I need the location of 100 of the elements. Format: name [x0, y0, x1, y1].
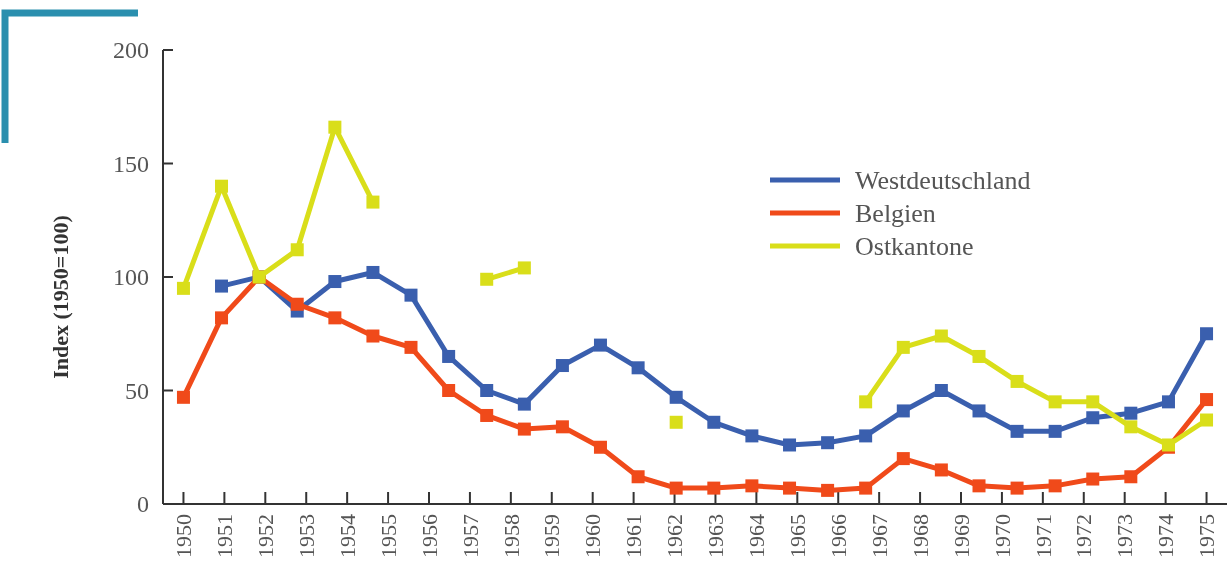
- x-tick-label: 1963: [703, 514, 729, 558]
- point: [1200, 413, 1214, 427]
- point: [707, 481, 721, 495]
- point: [896, 452, 910, 466]
- x-tick-label: 1957: [457, 514, 483, 558]
- x-tick-label: 1953: [293, 514, 319, 558]
- point: [631, 361, 645, 375]
- point: [1048, 424, 1062, 438]
- point: [669, 390, 683, 404]
- point: [176, 281, 190, 295]
- point: [555, 420, 569, 434]
- point: [442, 349, 456, 363]
- x-tick-label: 1965: [785, 514, 811, 558]
- x-tick-label: 1956: [416, 514, 442, 558]
- point: [480, 408, 494, 422]
- point: [934, 384, 948, 397]
- point: [1010, 481, 1024, 495]
- point: [934, 329, 948, 343]
- point: [366, 195, 380, 209]
- point: [859, 395, 873, 409]
- point: [366, 265, 380, 279]
- x-tick-label: 1954: [334, 514, 360, 558]
- point: [328, 120, 342, 134]
- point: [517, 261, 531, 275]
- x-tick-label: 1962: [662, 514, 688, 558]
- point: [1086, 411, 1100, 425]
- point: [215, 311, 229, 325]
- point: [972, 349, 986, 363]
- point: [859, 429, 873, 443]
- point: [745, 479, 759, 493]
- point: [1200, 327, 1214, 341]
- point: [328, 275, 342, 289]
- point: [517, 397, 531, 411]
- y-tick-label: 50: [125, 377, 149, 404]
- point: [328, 311, 342, 325]
- point: [1010, 374, 1024, 388]
- point: [821, 483, 835, 497]
- point: [480, 272, 494, 286]
- point: [593, 440, 607, 454]
- point: [555, 359, 569, 373]
- point: [707, 415, 721, 429]
- x-tick-label: 1971: [1030, 514, 1056, 558]
- point: [442, 384, 456, 397]
- x-tick-label: 1967: [866, 514, 892, 558]
- y-tick-label: 150: [113, 150, 149, 177]
- x-tick-label: 1961: [621, 514, 647, 558]
- point: [366, 329, 380, 343]
- point: [1161, 395, 1175, 409]
- x-tick-label: 1964: [744, 514, 770, 558]
- y-tick-label: 0: [137, 491, 149, 518]
- point: [821, 436, 835, 450]
- x-tick-label: 1973: [1112, 514, 1138, 558]
- x-tick-label: 1975: [1194, 514, 1220, 558]
- x-tick-label: 1958: [498, 514, 524, 558]
- point: [745, 429, 759, 443]
- x-tick-label: 1974: [1153, 514, 1179, 558]
- point: [783, 438, 797, 452]
- point: [1200, 393, 1214, 407]
- x-tick-label: 1960: [580, 514, 606, 558]
- x-tick-label: 1951: [212, 514, 238, 558]
- point: [176, 390, 190, 404]
- point: [631, 470, 645, 484]
- point: [783, 481, 797, 495]
- point: [480, 384, 494, 397]
- point: [1086, 395, 1100, 409]
- point: [972, 404, 986, 418]
- point: [215, 179, 229, 193]
- x-tick-label: 1969: [948, 514, 974, 558]
- point: [934, 463, 948, 477]
- legend-label: Westdeutschland: [855, 166, 1031, 196]
- x-tick-label: 1955: [375, 514, 401, 558]
- y-axis-title: Index (1950=100): [48, 215, 73, 379]
- x-tick-label: 1972: [1071, 514, 1097, 558]
- point: [1048, 395, 1062, 409]
- point: [896, 404, 910, 418]
- point: [404, 288, 418, 302]
- legend-label: Belgien: [855, 199, 936, 229]
- point: [1086, 472, 1100, 486]
- point: [290, 243, 304, 257]
- x-tick-label: 1968: [907, 514, 933, 558]
- point: [215, 279, 229, 293]
- point: [1048, 479, 1062, 493]
- point: [1124, 420, 1138, 434]
- point: [404, 340, 418, 354]
- point: [896, 340, 910, 354]
- point: [669, 415, 683, 429]
- point: [1010, 424, 1024, 438]
- point: [972, 479, 986, 493]
- point: [669, 481, 683, 495]
- point: [517, 422, 531, 436]
- point: [859, 481, 873, 495]
- x-tick-label: 1959: [539, 514, 565, 558]
- x-tick-label: 1970: [989, 514, 1015, 558]
- point: [593, 338, 607, 352]
- point: [1124, 406, 1138, 420]
- legend-label: Ostkantone: [855, 232, 974, 262]
- point: [290, 297, 304, 311]
- x-tick-label: 1952: [253, 514, 279, 558]
- x-tick-label: 1966: [825, 514, 851, 558]
- point: [1124, 470, 1138, 484]
